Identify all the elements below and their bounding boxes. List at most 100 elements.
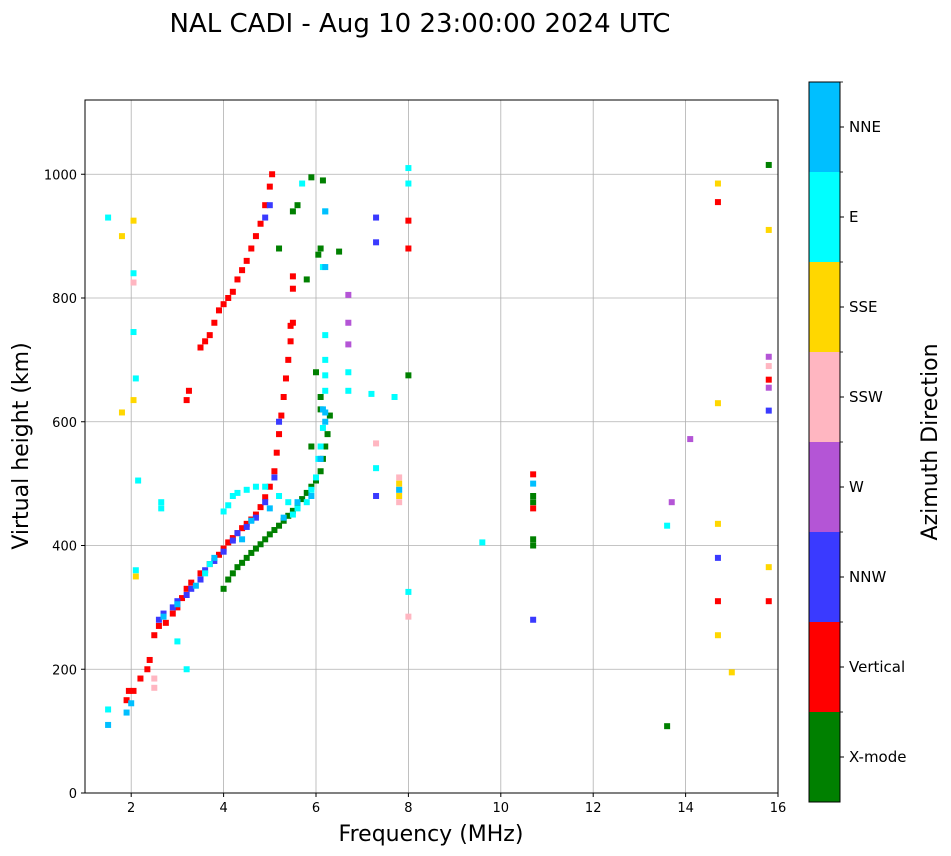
echo-point-x-mode [248,549,255,556]
echo-point-x-mode [322,443,329,450]
echo-point-nnw [169,604,176,611]
colorbar-swatch-e [809,172,840,262]
echo-point-ssw [151,684,158,691]
echo-point-vertical [144,666,151,673]
echo-point-e [285,499,292,506]
echo-point-x-mode [308,174,315,181]
echo-point-vertical [289,319,296,326]
echo-point-vertical [765,376,772,383]
echo-point-vertical [215,307,222,314]
echo-point-x-mode [257,541,264,548]
echo-point-e [345,369,352,376]
echo-point-vertical [271,468,278,475]
y-axis-label: Virtual height (km) [9,342,34,549]
echo-point-e [294,505,301,512]
echo-point-e [130,270,137,277]
echo-point-sse [118,409,125,416]
echo-point-e [405,588,412,595]
echo-point-e [183,666,190,673]
echo-point-vertical [243,520,250,527]
echo-point-vertical [137,675,144,682]
echo-point-nnw [188,585,195,592]
echo-point-x-mode [319,177,326,184]
x-tick-label: 6 [312,801,320,816]
echo-point-sse [130,217,137,224]
echo-point-nne [322,409,329,416]
echo-point-nnw [243,523,250,530]
echo-point-vertical [123,697,130,704]
echo-point-e [202,570,209,577]
echo-point-x-mode [294,202,301,209]
echo-point-sse [130,397,137,404]
echo-point-vertical [273,449,280,456]
echo-point-e [234,489,241,496]
echo-point-e [317,443,324,450]
echo-point-vertical [405,217,412,224]
echo-point-vertical [262,202,269,209]
echo-point-nnw [174,598,181,605]
x-tick-label: 4 [219,801,227,816]
x-tick-label: 2 [127,801,135,816]
echo-point-x-mode [530,542,537,549]
echo-point-vertical [197,570,204,577]
echo-point-x-mode [225,576,232,583]
echo-point-x-mode [220,585,227,592]
echo-point-e [252,483,259,490]
echo-point-nne [248,517,255,524]
echo-point-vertical [257,220,264,227]
echo-point-vertical [234,276,241,283]
echo-point-sse [396,493,403,499]
echo-point-x-mode [530,536,537,543]
echo-point-vertical [229,288,236,295]
echo-point-vertical [146,656,153,663]
echo-point-nnw [160,610,167,617]
colorbar-swatch-nnw [809,532,840,622]
echo-point-e [105,706,112,713]
echo-point-e [229,493,236,499]
echo-point-nne [105,721,112,728]
echo-point-e [130,329,137,336]
echo-point-vertical [289,273,296,280]
echo-point-sse [714,400,721,407]
echo-point-nne [123,709,130,716]
echo-point-x-mode [234,564,241,571]
echo-point-vertical [174,604,181,611]
echo-point-nnw [530,616,537,623]
echo-point-e [262,483,269,490]
echo-point-w [345,341,352,348]
colorbar-label: NNW [849,568,886,586]
x-tick-label: 12 [585,801,602,816]
echo-point-vertical [162,619,169,626]
echo-point-nnw [373,214,380,221]
chart-title: NAL CADI - Aug 10 23:00:00 2024 UTC [170,9,671,39]
echo-point-nnw [373,239,380,246]
x-axis-label: Frequency (MHz) [339,822,524,847]
echo-point-w [687,436,694,443]
echo-point-x-mode [289,208,296,215]
echo-point-nnw [155,616,162,623]
colorbar-swatch-nne [809,82,840,172]
echo-point-e [322,387,329,394]
echo-point-nne [128,700,135,707]
echo-point-x-mode [530,493,537,499]
colorbar-label: X-mode [849,748,906,766]
x-tick-label: 16 [770,801,787,816]
echo-point-vertical [202,338,209,345]
echo-point-nnw [262,499,269,506]
echo-point-sse [714,520,721,527]
echo-point-vertical [243,257,250,264]
echo-point-ssw [151,675,158,682]
echo-point-nne [322,208,329,215]
echo-point-vertical [239,267,246,274]
echo-point-vertical [280,394,287,400]
echo-point-vertical [269,171,276,178]
echo-point-x-mode [299,496,306,503]
colorbar-label: SSE [849,298,878,316]
echo-point-vertical [215,551,222,558]
echo-point-e [405,180,412,187]
echo-point-sse [396,480,403,487]
echo-point-vertical [225,539,232,546]
echo-point-e [299,180,306,187]
echo-point-nnw [252,514,259,521]
echo-point-vertical [206,332,213,339]
